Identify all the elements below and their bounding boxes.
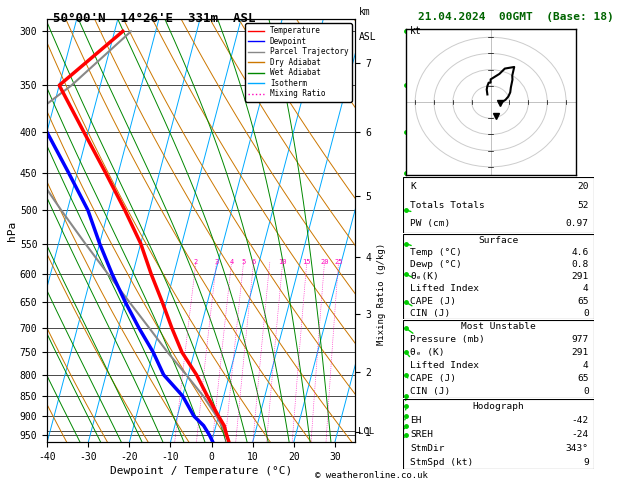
Text: 291: 291: [571, 348, 589, 357]
Text: Mixing Ratio (g/kg): Mixing Ratio (g/kg): [377, 243, 386, 346]
Text: 0.97: 0.97: [565, 220, 589, 228]
Text: 0: 0: [583, 309, 589, 318]
Text: 21.04.2024  00GMT  (Base: 18): 21.04.2024 00GMT (Base: 18): [418, 12, 614, 22]
Text: -24: -24: [571, 430, 589, 439]
Text: Lifted Index: Lifted Index: [410, 284, 479, 294]
Text: 977: 977: [571, 335, 589, 344]
Text: Totals Totals: Totals Totals: [410, 201, 485, 210]
Text: 4: 4: [583, 361, 589, 370]
Text: 25: 25: [334, 259, 343, 265]
Text: 20: 20: [320, 259, 329, 265]
X-axis label: Dewpoint / Temperature (°C): Dewpoint / Temperature (°C): [110, 466, 292, 476]
Text: CAPE (J): CAPE (J): [410, 374, 456, 383]
Text: 0: 0: [583, 387, 589, 396]
Text: Temp (°C): Temp (°C): [410, 248, 462, 257]
Text: PW (cm): PW (cm): [410, 220, 450, 228]
Text: LCL: LCL: [359, 427, 375, 436]
Text: 343°: 343°: [565, 444, 589, 453]
Text: 10: 10: [279, 259, 287, 265]
Text: 6: 6: [252, 259, 256, 265]
Text: km: km: [359, 7, 370, 17]
Text: 52: 52: [577, 201, 589, 210]
Text: 3: 3: [214, 259, 219, 265]
Text: 4: 4: [230, 259, 234, 265]
Text: Hodograph: Hodograph: [472, 401, 525, 411]
Text: 50°00'N  14°26'E  331m  ASL: 50°00'N 14°26'E 331m ASL: [53, 12, 256, 25]
Text: θₑ (K): θₑ (K): [410, 348, 445, 357]
Text: Pressure (mb): Pressure (mb): [410, 335, 485, 344]
Text: Surface: Surface: [479, 236, 518, 245]
Text: CIN (J): CIN (J): [410, 387, 450, 396]
Legend: Temperature, Dewpoint, Parcel Trajectory, Dry Adiabat, Wet Adiabat, Isotherm, Mi: Temperature, Dewpoint, Parcel Trajectory…: [245, 23, 352, 102]
Text: Lifted Index: Lifted Index: [410, 361, 479, 370]
Text: 291: 291: [571, 272, 589, 281]
Text: © weatheronline.co.uk: © weatheronline.co.uk: [314, 471, 428, 480]
Text: CAPE (J): CAPE (J): [410, 296, 456, 306]
Text: 0.8: 0.8: [571, 260, 589, 269]
Text: EH: EH: [410, 416, 421, 425]
Text: 65: 65: [577, 374, 589, 383]
Text: 5: 5: [242, 259, 246, 265]
Text: -42: -42: [571, 416, 589, 425]
Text: 4.6: 4.6: [571, 248, 589, 257]
Text: ASL: ASL: [359, 32, 376, 42]
Text: θₑ(K): θₑ(K): [410, 272, 439, 281]
Text: StmSpd (kt): StmSpd (kt): [410, 458, 474, 467]
Text: kt: kt: [409, 26, 421, 36]
Text: Most Unstable: Most Unstable: [461, 322, 536, 331]
Text: 65: 65: [577, 296, 589, 306]
Text: K: K: [410, 182, 416, 191]
Text: CIN (J): CIN (J): [410, 309, 450, 318]
Text: SREH: SREH: [410, 430, 433, 439]
Text: StmDir: StmDir: [410, 444, 445, 453]
Text: 9: 9: [583, 458, 589, 467]
Text: 2: 2: [194, 259, 198, 265]
Text: 4: 4: [583, 284, 589, 294]
Y-axis label: hPa: hPa: [7, 221, 17, 241]
Text: 20: 20: [577, 182, 589, 191]
Text: 15: 15: [303, 259, 311, 265]
Text: Dewp (°C): Dewp (°C): [410, 260, 462, 269]
